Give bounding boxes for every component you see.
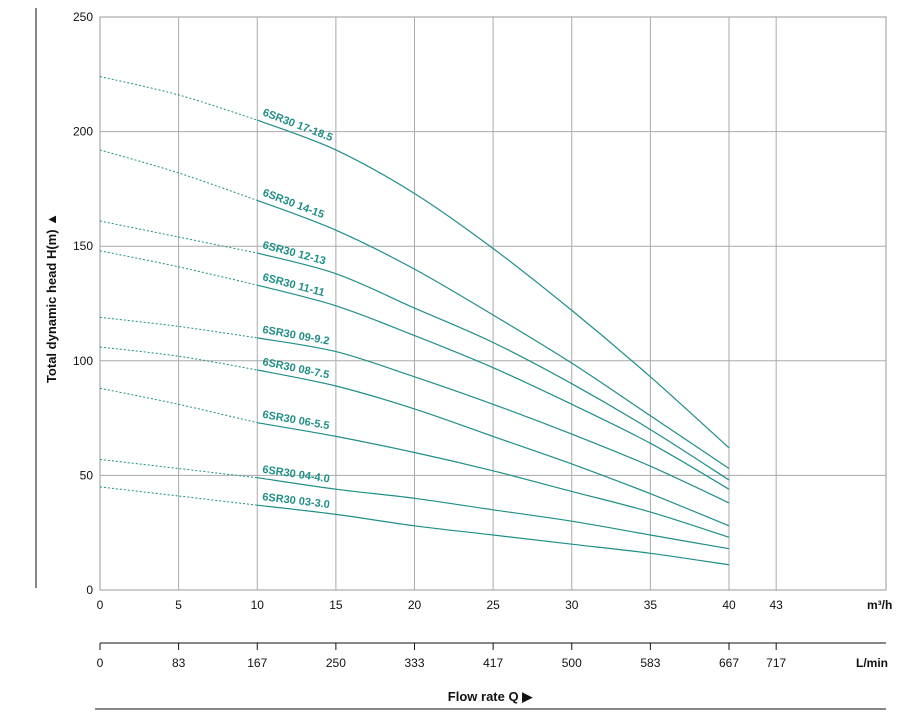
series-dashed-line bbox=[99, 458, 258, 479]
series-solid-line bbox=[257, 284, 730, 490]
series-dashed-line bbox=[99, 220, 258, 254]
y-axis-title: Total dynamic head H(m) ▲ bbox=[44, 213, 59, 383]
series-solid-line bbox=[257, 119, 730, 449]
series-label: 6SR30 11-11 bbox=[261, 271, 326, 299]
y-tick-label: 200 bbox=[73, 125, 93, 139]
y-tick-label: 150 bbox=[73, 239, 93, 253]
x2-tick-label: 667 bbox=[719, 656, 739, 670]
x2-unit-label: L/min bbox=[856, 656, 888, 670]
x-tick-label: 25 bbox=[486, 598, 500, 612]
x2-tick-label: 417 bbox=[483, 656, 503, 670]
x2-tick-label: 717 bbox=[766, 656, 786, 670]
series-dashed-line bbox=[99, 76, 258, 121]
secondary-x-ticks: 0 83 167 250 333 417 500 583 667 717 bbox=[97, 643, 787, 670]
x-tick-label: 0 bbox=[97, 598, 104, 612]
series-dashed-line bbox=[99, 316, 258, 339]
x2-tick-label: 0 bbox=[97, 656, 104, 670]
curves bbox=[99, 76, 730, 566]
series-label: 6SR30 03-3.0 bbox=[262, 491, 331, 511]
y-tick-label: 100 bbox=[73, 354, 93, 368]
x2-tick-label: 83 bbox=[172, 656, 186, 670]
series-label: 6SR30 14-15 bbox=[261, 187, 326, 221]
series-label: 6SR30 12-13 bbox=[261, 239, 327, 267]
x-tick-label: 30 bbox=[565, 598, 579, 612]
x-tick-label: 40 bbox=[722, 598, 736, 612]
x-tick-label: 43 bbox=[769, 598, 783, 612]
series-solid-line bbox=[257, 199, 730, 469]
axes: 0 50 100 150 200 250 0 5 10 15 20 25 30 35 40 43 bbox=[73, 10, 783, 612]
x-tick-label: 20 bbox=[408, 598, 422, 612]
x-axis-title: Flow rate Q ▶ bbox=[448, 689, 533, 704]
series-solid-line bbox=[257, 369, 730, 527]
x2-tick-label: 167 bbox=[247, 656, 267, 670]
y-tick-label: 250 bbox=[73, 10, 93, 24]
series-solid-line bbox=[257, 422, 730, 538]
series-solid-line bbox=[257, 504, 730, 566]
x2-tick-label: 583 bbox=[640, 656, 660, 670]
x2-tick-label: 333 bbox=[404, 656, 424, 670]
series-label: 6SR30 04-4.0 bbox=[262, 464, 331, 486]
x-tick-label: 10 bbox=[251, 598, 265, 612]
series-dashed-line bbox=[99, 387, 258, 424]
series-solid-line bbox=[257, 477, 730, 550]
series-solid-line bbox=[257, 252, 730, 481]
x-tick-label: 35 bbox=[644, 598, 658, 612]
x-tick-label: 5 bbox=[175, 598, 182, 612]
series-dashed-line bbox=[99, 486, 258, 506]
series-dashed-line bbox=[99, 250, 258, 286]
x-tick-label: 15 bbox=[329, 598, 343, 612]
series-dashed-line bbox=[99, 149, 258, 201]
series-solid-line bbox=[257, 337, 730, 504]
x2-tick-label: 500 bbox=[562, 656, 582, 670]
y-tick-label: 0 bbox=[86, 583, 93, 597]
y-tick-label: 50 bbox=[80, 468, 94, 482]
grid bbox=[99, 16, 887, 591]
x2-tick-label: 250 bbox=[326, 656, 346, 670]
x-unit-label: m³/h bbox=[867, 598, 892, 612]
series-dashed-line bbox=[99, 346, 258, 371]
